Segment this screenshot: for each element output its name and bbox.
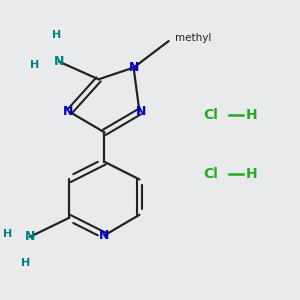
Text: H: H: [246, 167, 258, 181]
Text: N: N: [136, 105, 146, 118]
Text: H: H: [30, 60, 39, 70]
Text: N: N: [128, 61, 139, 74]
Text: N: N: [99, 229, 110, 242]
Text: methyl: methyl: [175, 33, 211, 43]
Text: Cl: Cl: [204, 108, 219, 122]
Text: H: H: [21, 258, 30, 268]
Text: N: N: [25, 230, 35, 243]
Text: H: H: [52, 30, 61, 40]
Text: H: H: [246, 108, 258, 122]
Text: H: H: [3, 229, 13, 239]
Text: N: N: [54, 55, 64, 68]
Text: N: N: [63, 105, 73, 118]
Text: Cl: Cl: [204, 167, 219, 181]
